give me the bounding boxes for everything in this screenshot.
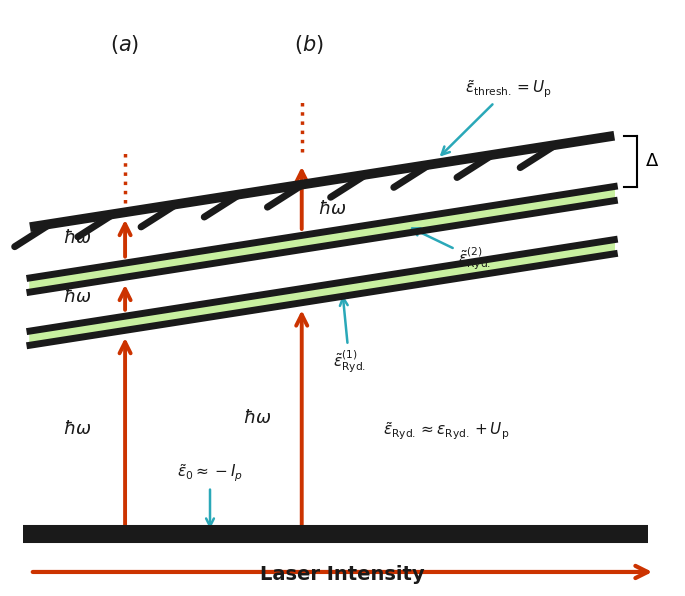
Text: $\tilde{\varepsilon}_0 \approx -I_p$: $\tilde{\varepsilon}_0 \approx -I_p$ bbox=[177, 462, 243, 526]
Polygon shape bbox=[30, 187, 614, 292]
Text: $\tilde{\varepsilon}_{\mathrm{Ryd.}}^{(2)}$: $\tilde{\varepsilon}_{\mathrm{Ryd.}}^{(2… bbox=[412, 228, 491, 272]
Text: $(a)$: $(a)$ bbox=[110, 33, 140, 55]
Text: $\hbar\omega$: $\hbar\omega$ bbox=[318, 200, 347, 218]
Text: Laser Intensity: Laser Intensity bbox=[260, 565, 425, 583]
Text: $(b)$: $(b)$ bbox=[294, 33, 323, 55]
Text: $\hbar\omega$: $\hbar\omega$ bbox=[243, 409, 272, 427]
Text: $\tilde{\varepsilon}_{\mathrm{Ryd.}} \approx \varepsilon_{\mathrm{Ryd.}} + U_\ma: $\tilde{\varepsilon}_{\mathrm{Ryd.}} \ap… bbox=[384, 420, 510, 442]
Text: $\tilde{\varepsilon}_{\mathrm{thresh.}} = U_\mathrm{p}$: $\tilde{\varepsilon}_{\mathrm{thresh.}} … bbox=[442, 78, 551, 155]
Text: $\hbar\omega$: $\hbar\omega$ bbox=[63, 288, 92, 306]
Text: $\hbar\omega$: $\hbar\omega$ bbox=[63, 420, 92, 438]
Text: $\Delta$: $\Delta$ bbox=[645, 152, 659, 170]
Text: $\hbar\omega$: $\hbar\omega$ bbox=[63, 229, 92, 247]
Polygon shape bbox=[30, 240, 614, 345]
Text: $\tilde{\varepsilon}_{\mathrm{Ryd.}}^{(1)}$: $\tilde{\varepsilon}_{\mathrm{Ryd.}}^{(1… bbox=[333, 298, 366, 375]
